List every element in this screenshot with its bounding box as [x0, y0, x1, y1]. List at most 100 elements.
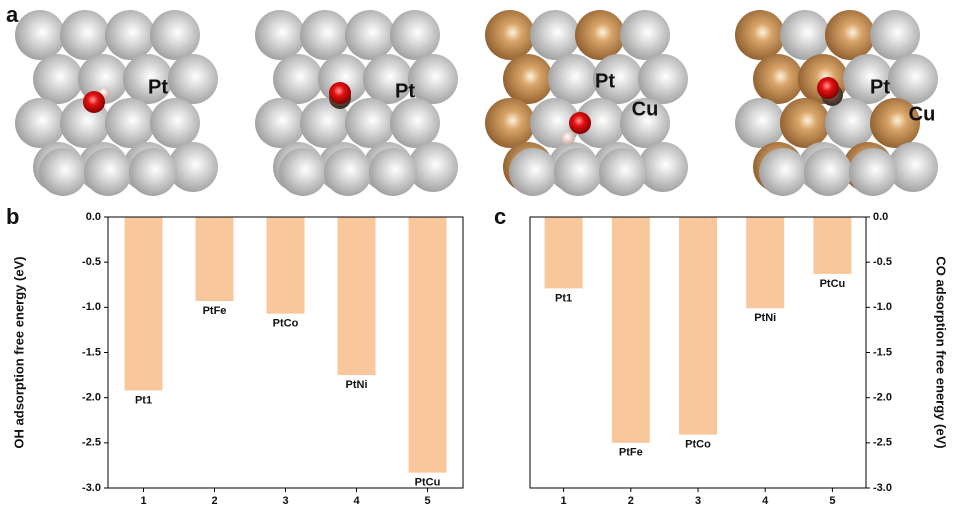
x-tick-label: 4 [762, 495, 769, 507]
panel-label: b [6, 204, 19, 229]
x-tick-label: 1 [561, 495, 567, 507]
atom-label: Pt [148, 76, 168, 98]
bar-label: PtCo [273, 318, 299, 330]
y-tick-label: -1.5 [82, 346, 101, 358]
atom-sphere [575, 10, 625, 60]
atom-sphere [123, 54, 173, 104]
atom-sphere [888, 54, 938, 104]
x-tick-label: 3 [695, 495, 701, 507]
y-tick-label: -3.0 [82, 482, 101, 494]
bar-label: Pt1 [555, 292, 572, 304]
y-tick-label: -0.5 [873, 256, 892, 268]
atom-sphere [753, 54, 803, 104]
y-tick-label: -2.0 [873, 392, 892, 404]
atom-sphere [150, 98, 200, 148]
bar [124, 217, 163, 391]
atom-sphere [780, 98, 830, 148]
atom-label: Pt [395, 80, 415, 102]
bar-label: Pt1 [135, 394, 152, 406]
atom-sphere [300, 10, 350, 60]
atom-sphere [345, 98, 395, 148]
atom-sphere [168, 54, 218, 104]
y-tick-label: -1.0 [82, 301, 101, 313]
atom-label: Pt [870, 76, 890, 98]
bar [408, 217, 447, 473]
y-tick-label: -1.0 [873, 301, 892, 313]
panel-label: c [494, 204, 506, 229]
atom-sphere [60, 10, 110, 60]
atom-sphere [15, 10, 65, 60]
atom-sphere [599, 148, 647, 196]
bar-label: PtCu [820, 278, 846, 290]
atom-sphere [255, 10, 305, 60]
atom-sphere [509, 148, 557, 196]
atom-sphere [408, 54, 458, 104]
atom-sphere [638, 142, 688, 192]
atom-sphere [83, 91, 105, 113]
atom-sphere [15, 98, 65, 148]
bar-label: PtFe [203, 305, 227, 317]
atom-sphere [825, 98, 875, 148]
x-tick-label: 5 [424, 495, 430, 507]
bar [544, 217, 583, 289]
atom-sphere [780, 10, 830, 60]
atom-sphere [849, 148, 897, 196]
x-tick-label: 2 [628, 495, 634, 507]
atom-sphere [329, 82, 351, 104]
atom-label: Pt [595, 70, 615, 92]
atom-sphere [620, 98, 670, 148]
x-tick-label: 1 [140, 495, 146, 507]
atom-sphere [888, 142, 938, 192]
bar [746, 217, 785, 309]
y-tick-label: -1.5 [873, 346, 892, 358]
atom-sphere [569, 112, 591, 134]
x-tick-label: 3 [282, 495, 288, 507]
atom-sphere [279, 148, 327, 196]
y-tick-label: -2.5 [82, 437, 101, 449]
atom-label: Cu [909, 103, 936, 125]
atom-label: Cu [632, 98, 659, 120]
atom-sphere [78, 54, 128, 104]
atom-sphere [870, 10, 920, 60]
atom-sphere [129, 148, 177, 196]
y-axis-title: CO adsorption free energy (eV) [934, 256, 949, 448]
bar-label: PtNi [754, 312, 776, 324]
atom-sphere [345, 10, 395, 60]
y-tick-label: -2.0 [82, 392, 101, 404]
y-tick-label: -0.5 [82, 256, 101, 268]
bar-label: PtCo [685, 439, 711, 451]
atom-sphere [150, 10, 200, 60]
bar [266, 217, 305, 314]
atomic-models [15, 10, 938, 196]
atom-sphere [84, 148, 132, 196]
atom-sphere [390, 98, 440, 148]
atom-sphere [300, 98, 350, 148]
atom-sphere [817, 77, 839, 99]
atom-sphere [105, 10, 155, 60]
atom-sphere [620, 10, 670, 60]
atom-sphere [804, 148, 852, 196]
atom-sphere [408, 142, 458, 192]
atom-sphere [369, 148, 417, 196]
atom-sphere [363, 54, 413, 104]
atom-sphere [530, 10, 580, 60]
atom-sphere [485, 98, 535, 148]
bar-label: PtFe [619, 447, 643, 459]
atom-sphere [843, 54, 893, 104]
atom-sphere [825, 10, 875, 60]
atom-sphere [561, 131, 575, 145]
bar [337, 217, 376, 376]
atom-sphere [735, 10, 785, 60]
atom-sphere [554, 148, 602, 196]
bar-label: PtCu [415, 477, 441, 489]
atom-sphere [735, 98, 785, 148]
atom-sphere [638, 54, 688, 104]
x-tick-label: 4 [353, 495, 360, 507]
atom-sphere [593, 54, 643, 104]
bar [611, 217, 650, 443]
atom-sphere [168, 142, 218, 192]
y-tick-label: -3.0 [873, 482, 892, 494]
bar [195, 217, 234, 302]
atom-sphere [105, 98, 155, 148]
